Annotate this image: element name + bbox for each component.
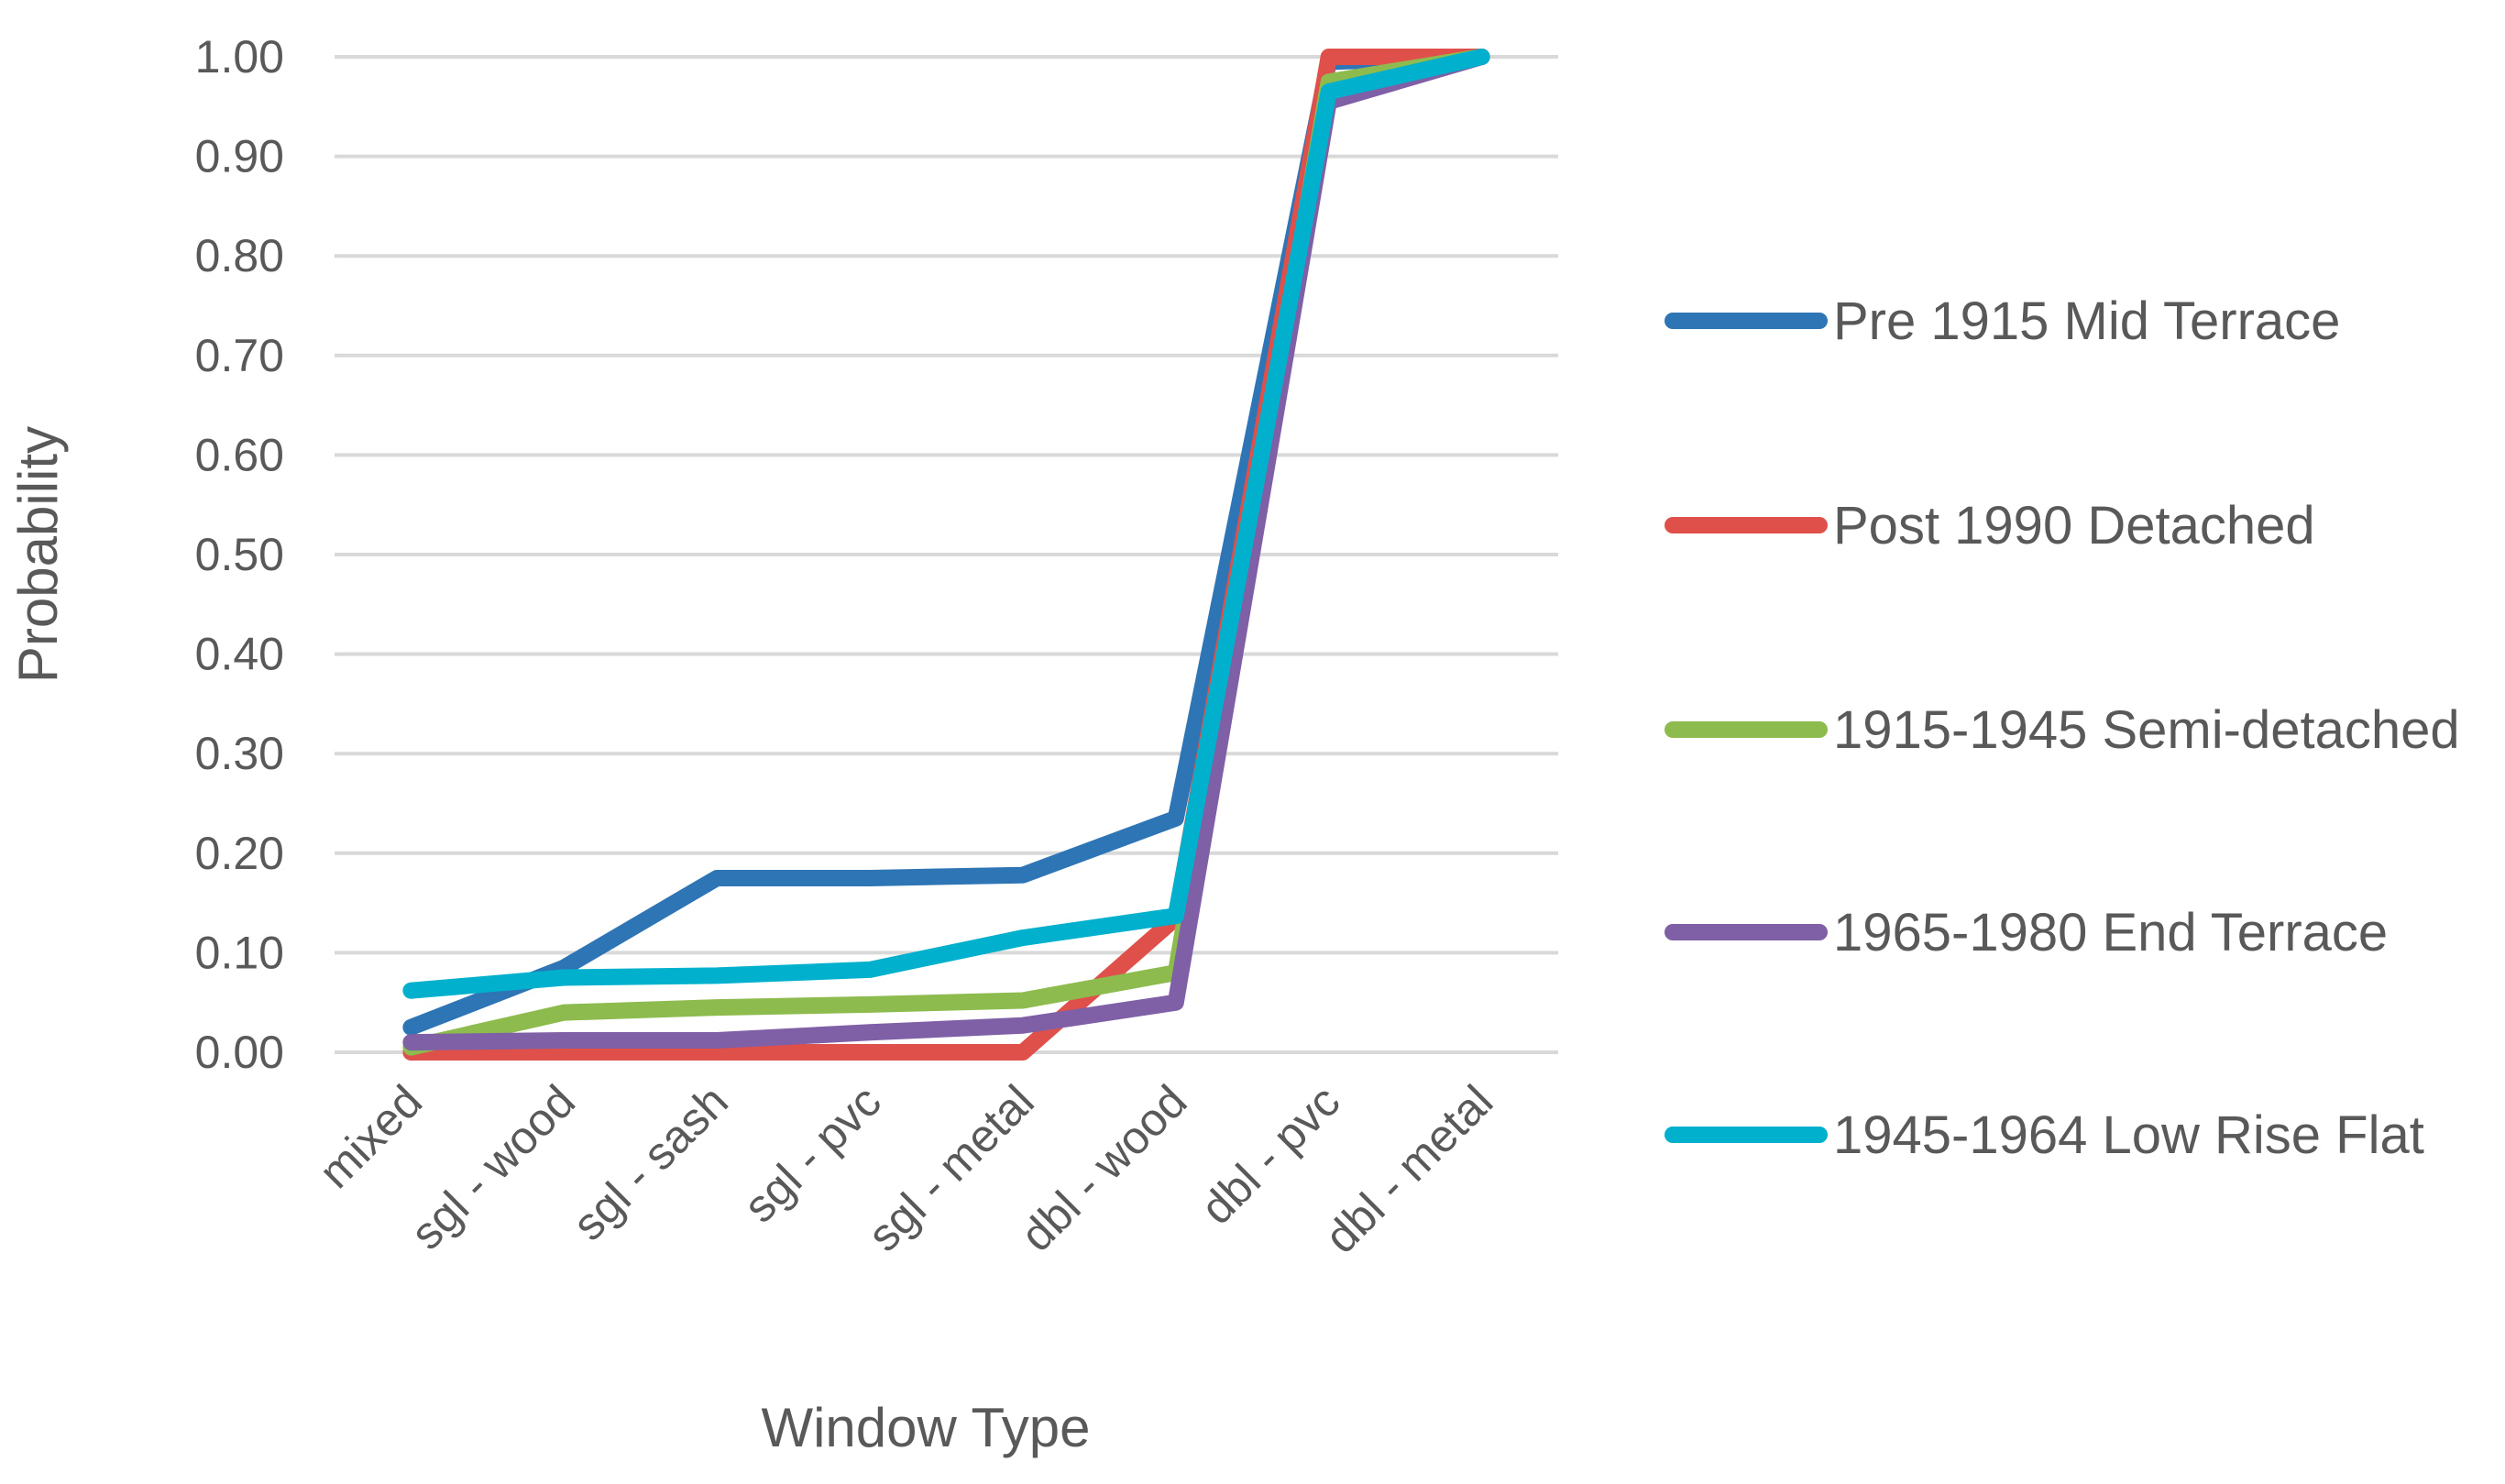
x-tick-label: sgl - wood [401,1075,585,1259]
gridlines [335,55,1558,1054]
legend-label: 1945-1964 Low Rise Flat [1833,1105,2424,1165]
y-tick-label: 0.20 [195,828,284,879]
y-tick-label: 1.00 [195,31,284,82]
y-tick-label: 0.30 [195,728,284,779]
x-tick-label: sgl - metal [858,1075,1044,1261]
y-axis-tick-labels: 0.00 0.10 0.20 0.30 0.40 0.50 0.60 0.70 0.80 0.90… [195,31,284,1078]
x-axis-title: Window Type [761,1397,1090,1458]
x-tick-label: sgl - sash [563,1075,738,1250]
series-line-3 [402,49,1490,1056]
y-tick-label: 0.50 [195,529,284,580]
y-tick-label: 0.00 [195,1027,284,1078]
legend-label: 1965-1980 End Terrace [1833,903,2388,962]
series-lines [402,49,1490,1061]
y-tick-label: 0.10 [195,927,284,978]
series-line-5 [402,49,1490,999]
x-tick-label: mixed [309,1075,432,1198]
y-tick-label: 0.80 [195,230,284,281]
series-line-4 [402,49,1490,1051]
legend: Pre 1915 Mid Terrace Post 1990 Detached 19… [1665,291,2460,1165]
x-tick-label: dbl - wood [1011,1075,1197,1261]
x-tick-label: sgl - pvc [734,1075,891,1232]
y-axis-title: Probability [7,426,69,683]
series-line-1 [402,49,1490,1036]
y-tick-label: 0.70 [195,330,284,381]
x-tick-label: dbl - metal [1315,1075,1503,1263]
legend-label: Pre 1915 Mid Terrace [1833,291,2340,351]
y-tick-label: 0.60 [195,429,284,480]
y-tick-label: 0.40 [195,629,284,680]
legend-label: Post 1990 Detached [1833,496,2315,555]
x-tick-label: dbl - pvc [1191,1075,1349,1234]
y-tick-label: 0.90 [195,131,284,182]
legend-label: 1915-1945 Semi-detached [1833,700,2460,760]
